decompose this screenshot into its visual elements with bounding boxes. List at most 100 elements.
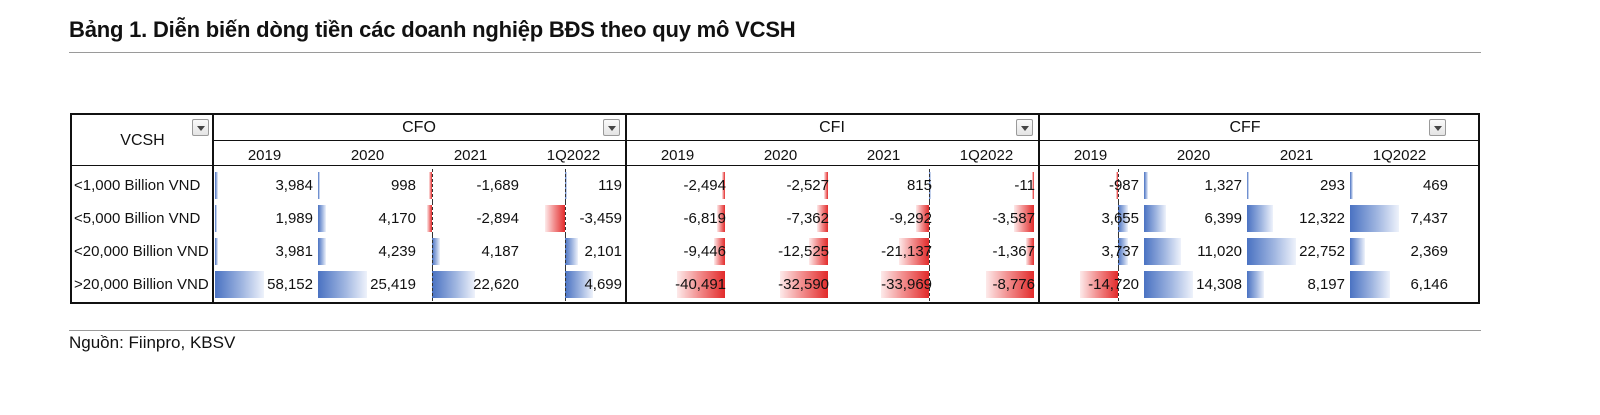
year-header: 2021 [866, 146, 901, 164]
cell-value: -21,137 [881, 243, 932, 260]
cell-value: -11 [1014, 177, 1035, 194]
group-separator [625, 115, 627, 302]
positive-data-bar [928, 172, 931, 199]
data-cell: 22,620 [419, 268, 522, 301]
positive-data-bar [1118, 205, 1128, 232]
year-header: 2020 [350, 146, 385, 164]
group-separator [1038, 115, 1040, 302]
group-header-cfo: CFO [402, 119, 436, 136]
group-header-cff: CFF [1229, 119, 1261, 136]
data-cell: 3,655 [1039, 202, 1142, 235]
positive-data-bar [215, 205, 217, 232]
bar-axis [1118, 202, 1120, 235]
data-cell: -3,459 [522, 202, 625, 235]
filter-dropdown-vcsh-icon[interactable] [192, 119, 209, 136]
negative-data-bar [428, 172, 432, 199]
year-header: 2020 [763, 146, 798, 164]
data-cell: 998 [316, 169, 419, 202]
positive-data-bar [318, 172, 320, 199]
cell-value: -1,689 [476, 177, 519, 194]
bar-axis [565, 202, 567, 235]
negative-data-bar [713, 238, 725, 265]
cell-value: 14,308 [1196, 276, 1242, 293]
cell-value: 998 [390, 177, 416, 194]
cell-value: -3,459 [579, 210, 622, 227]
positive-data-bar [215, 271, 264, 298]
negative-data-bar [716, 205, 725, 232]
positive-data-bar [215, 172, 219, 199]
data-cell: 1,327 [1142, 169, 1245, 202]
positive-data-bar [1350, 205, 1399, 232]
data-cell: 12,322 [1245, 202, 1348, 235]
data-cell: 4,187 [419, 235, 522, 268]
cell-value: -2,494 [683, 177, 726, 194]
bar-axis [928, 169, 930, 202]
data-cell: -32,590 [729, 268, 832, 301]
positive-data-bar [1247, 205, 1274, 232]
data-cell: 6,399 [1142, 202, 1245, 235]
data-cell: -12,525 [729, 235, 832, 268]
negative-data-bar [544, 205, 566, 232]
year-header: 2019 [660, 146, 695, 164]
data-cell: 119 [522, 169, 625, 202]
bar-axis [432, 202, 433, 235]
positive-data-bar [1350, 172, 1354, 199]
cell-value: 58,152 [267, 276, 313, 293]
data-cell: -14,720 [1039, 268, 1142, 301]
positive-data-bar [565, 172, 568, 199]
cell-value: 4,187 [481, 243, 519, 260]
cell-value: -9,292 [889, 210, 932, 227]
bar-axis [1118, 235, 1120, 268]
negative-data-bar [1014, 205, 1034, 232]
source-note: Nguồn: Fiinpro, KBSV [69, 333, 236, 352]
cell-value: 3,655 [1101, 210, 1139, 227]
positive-data-bar [318, 271, 367, 298]
data-cell: -2,894 [419, 202, 522, 235]
data-cell: -1,367 [935, 235, 1038, 268]
filter-dropdown-cff-icon[interactable] [1429, 119, 1446, 136]
bar-axis [565, 268, 567, 301]
filter-dropdown-cfi-icon[interactable] [1016, 119, 1033, 136]
bar-axis [432, 169, 433, 202]
row-label: <5,000 Billion VND [74, 210, 201, 227]
top-rule [69, 52, 1481, 53]
table-title: Bảng 1. Diễn biến dòng tiền các doanh ng… [69, 17, 796, 42]
negative-data-bar [817, 205, 828, 232]
data-cell: 3,737 [1039, 235, 1142, 268]
data-cell: 58,152 [213, 268, 316, 301]
positive-data-bar [1144, 205, 1166, 232]
data-cell: 293 [1245, 169, 1348, 202]
bar-axis [928, 202, 930, 235]
cell-value: -6,819 [683, 210, 726, 227]
cell-value: -1,367 [992, 243, 1035, 260]
data-cell: -7,362 [729, 202, 832, 235]
year-header: 2021 [453, 146, 488, 164]
cell-value: 6,399 [1204, 210, 1242, 227]
data-cell: 22,752 [1245, 235, 1348, 268]
year-header: 1Q2022 [546, 146, 601, 164]
cell-value: 3,984 [275, 177, 313, 194]
bar-axis [432, 235, 433, 268]
positive-data-bar [1144, 271, 1193, 298]
positive-data-bar [1118, 238, 1129, 265]
positive-data-bar [432, 238, 440, 265]
year-header: 1Q2022 [1372, 146, 1427, 164]
positive-data-bar [1350, 271, 1391, 298]
row-label: <1,000 Billion VND [74, 177, 201, 194]
negative-data-bar [1026, 238, 1034, 265]
cell-value: 3,981 [275, 243, 313, 260]
cell-value: 22,620 [473, 276, 519, 293]
positive-data-bar [1350, 238, 1366, 265]
cell-value: 3,737 [1101, 243, 1139, 260]
data-cell: 3,984 [213, 169, 316, 202]
cell-value: 2,369 [1410, 243, 1448, 260]
cell-value: 815 [906, 177, 932, 194]
data-cell: -8,776 [935, 268, 1038, 301]
data-cell: 3,981 [213, 235, 316, 268]
row-label: >20,000 Billion VND [74, 276, 209, 293]
year-header: 1Q2022 [959, 146, 1014, 164]
data-cell: -987 [1039, 169, 1142, 202]
cell-value: 1,989 [275, 210, 313, 227]
filter-dropdown-cfo-icon[interactable] [603, 119, 620, 136]
negative-data-bar [779, 271, 828, 298]
